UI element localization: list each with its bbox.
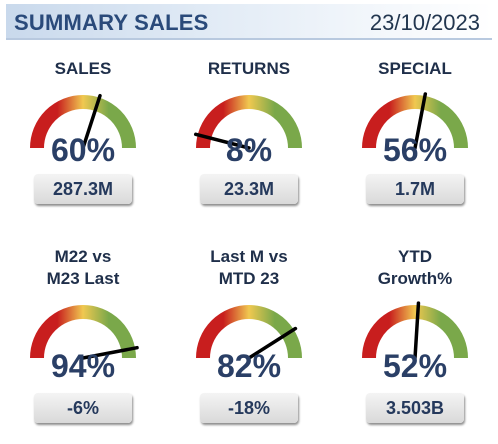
gauge-label-line: Last M vs bbox=[210, 247, 288, 266]
gauge-value-box: -6% bbox=[34, 393, 132, 423]
gauge-value-box: 1.7M bbox=[366, 174, 464, 204]
gauge-last-m-vs-mtd: Last M vs MTD 23 82% -18% bbox=[169, 246, 329, 436]
gauge-label-line: M22 vs bbox=[54, 247, 112, 266]
gauge-percent: 8% bbox=[225, 132, 273, 168]
gauge-special: SPECIAL 56% 1.7M bbox=[335, 52, 495, 212]
gauge-label: RETURNS bbox=[169, 58, 329, 80]
gauge-needle bbox=[81, 345, 139, 360]
gauge-needle bbox=[247, 326, 298, 360]
gauge-label: M22 vs M23 Last bbox=[3, 246, 163, 290]
gauge-label: Last M vs MTD 23 bbox=[169, 246, 329, 290]
gauge-percent: 52% bbox=[382, 348, 448, 384]
gauge-percent: 94% bbox=[50, 348, 116, 384]
report-date: 23/10/2023 bbox=[369, 10, 480, 35]
gauge-dial bbox=[193, 95, 302, 150]
gauge-label-line: SPECIAL bbox=[378, 59, 452, 78]
gauge-arc bbox=[362, 95, 468, 149]
gauge-dial bbox=[196, 305, 302, 360]
gauge-percent: 82% bbox=[216, 348, 282, 384]
gauge-needle bbox=[413, 92, 428, 150]
gauge-label-line: RETURNS bbox=[207, 59, 291, 78]
header-bar bbox=[6, 4, 492, 40]
gauge-arc bbox=[196, 95, 302, 149]
gauge-sales: SALES 60% 287.3M bbox=[3, 52, 163, 212]
gauge-label: SPECIAL bbox=[335, 58, 495, 80]
gauge-label-line: MTD 23 bbox=[218, 269, 280, 288]
gauge-arc bbox=[362, 305, 468, 359]
gauge-dial bbox=[362, 301, 468, 360]
gauge-needle bbox=[193, 132, 251, 150]
gauge-label-line: M23 Last bbox=[46, 269, 120, 288]
gauge-percent: 56% bbox=[382, 132, 448, 168]
gauge-label-line: Growth% bbox=[377, 269, 453, 288]
gauge-dial bbox=[30, 305, 139, 360]
gauge-needle bbox=[413, 301, 421, 360]
gauge-percent: 60% bbox=[50, 132, 116, 168]
gauge-ytd-growth: YTD Growth% 52% 3.503B bbox=[335, 246, 495, 436]
gauge-arc bbox=[30, 305, 136, 359]
gauge-value-box: 23.3M bbox=[200, 174, 298, 204]
gauge-label: YTD Growth% bbox=[335, 246, 495, 290]
gauge-arc bbox=[196, 305, 302, 359]
gauge-returns: RETURNS 8% 23.3M bbox=[169, 52, 329, 212]
gauge-value-box: -18% bbox=[200, 393, 298, 423]
gauge-m22-vs-m23: M22 vs M23 Last 94% -6% bbox=[3, 246, 163, 436]
gauge-dial bbox=[362, 92, 468, 150]
gauge-label-line: SALES bbox=[54, 59, 112, 78]
page-title: SUMMARY SALES bbox=[14, 10, 209, 35]
gauge-needle bbox=[81, 93, 102, 150]
header: SUMMARY SALES 23/10/2023 bbox=[0, 0, 498, 42]
gauge-dial bbox=[30, 93, 136, 150]
gauge-label-line: YTD bbox=[398, 247, 432, 266]
gauge-value-box: 3.503B bbox=[366, 393, 464, 423]
gauge-arc bbox=[30, 95, 136, 149]
gauge-label: SALES bbox=[3, 58, 163, 80]
gauge-value-box: 287.3M bbox=[34, 174, 132, 204]
